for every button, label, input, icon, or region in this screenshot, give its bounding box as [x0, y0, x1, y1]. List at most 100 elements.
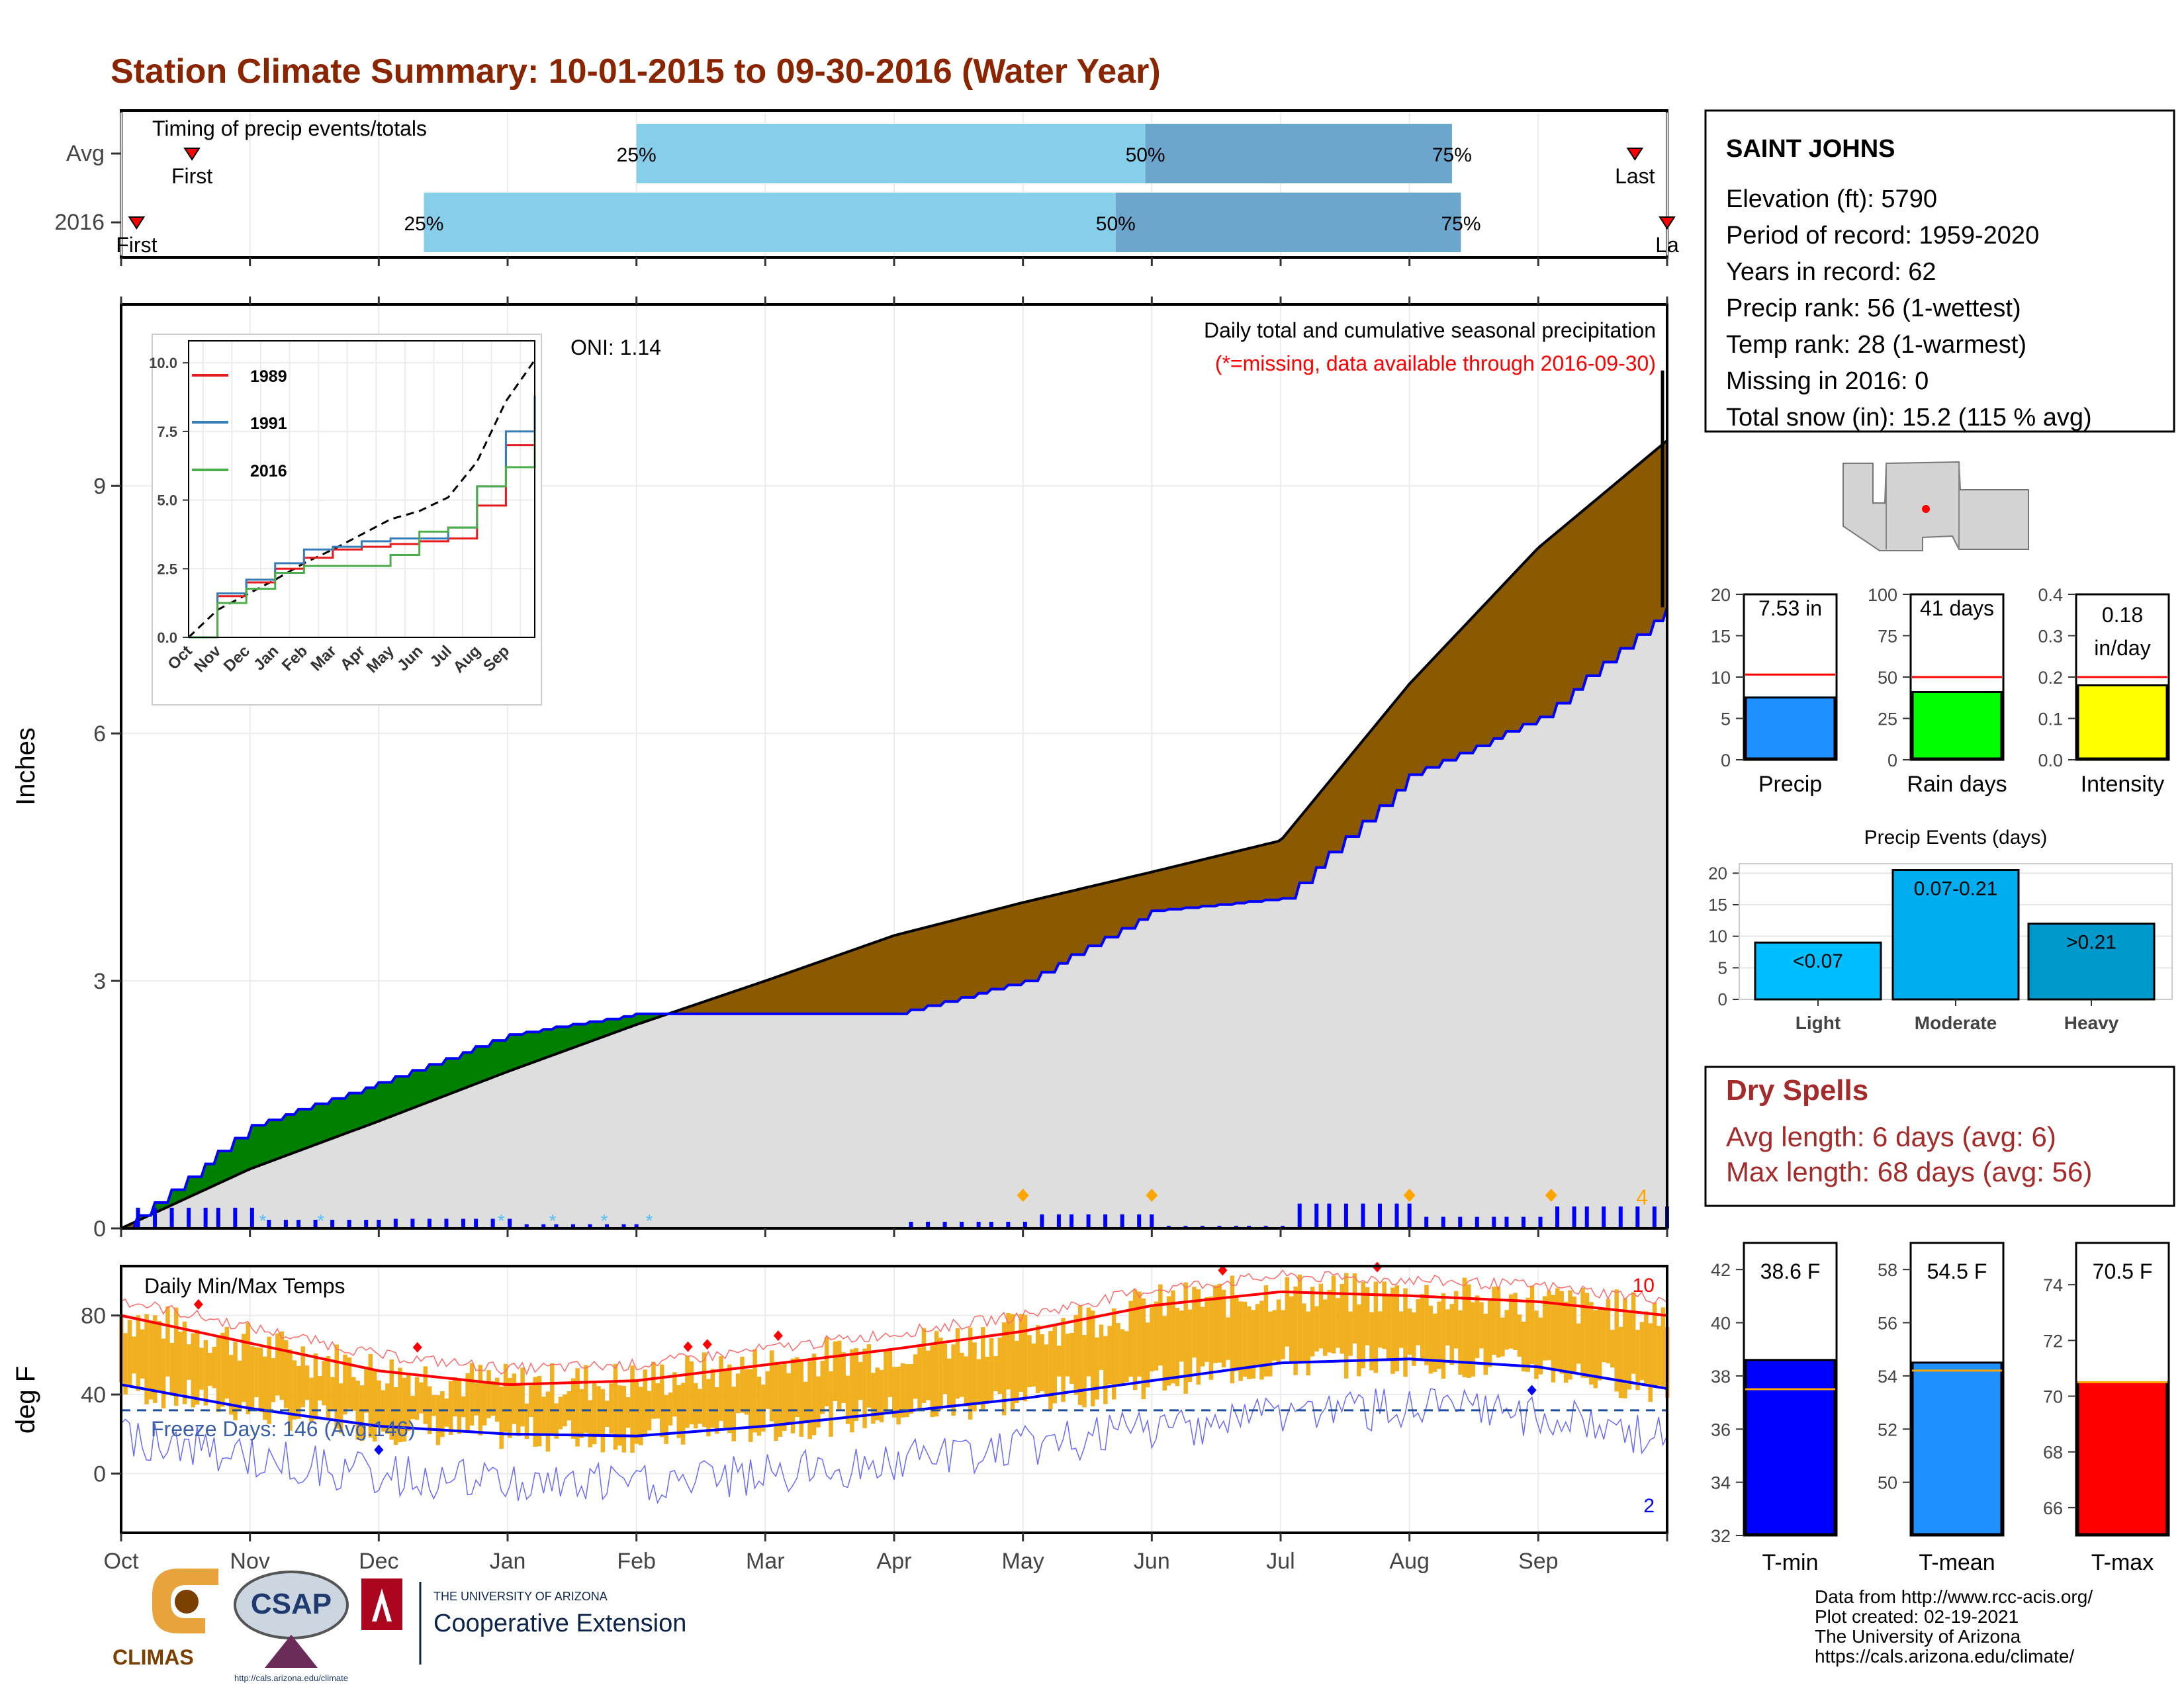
- daily-temp-bar: [1424, 1285, 1429, 1365]
- inset-line-2016: [189, 430, 536, 639]
- below-average-area: [666, 440, 1667, 1015]
- events-y-tick-label: 15: [1708, 895, 1727, 915]
- daily-temp-bar: [1403, 1288, 1408, 1377]
- daily-precip-bar: [1584, 1206, 1589, 1228]
- daily-temp-bar: [837, 1340, 842, 1410]
- daily-temp-bar: [866, 1344, 872, 1408]
- daily-temp-bar: [1529, 1285, 1535, 1364]
- daily-precip-bar: [136, 1207, 140, 1228]
- daily-temp-bar: [1208, 1297, 1214, 1380]
- daily-precip-bar: [410, 1218, 415, 1228]
- daily-temp-bar: [1602, 1310, 1606, 1363]
- daily-temp-bar: [1221, 1289, 1226, 1368]
- record-max-line: [120, 1269, 1668, 1376]
- dry-spells-frame: [1704, 1066, 2175, 1207]
- temp-x-axis: Oct Nov Dec Jan Feb Mar Apr May Jun Jul Aug Sep: [104, 1533, 1668, 1574]
- daily-temp-bar: [1492, 1286, 1496, 1355]
- daily-temp-bar: [592, 1383, 597, 1445]
- daily-temp-bar: [444, 1398, 449, 1427]
- daily-temp-bar: [263, 1356, 267, 1420]
- daily-temp-bar: [512, 1373, 517, 1424]
- daily-temp-bar: [584, 1365, 588, 1433]
- daily-temp-bar: [875, 1367, 880, 1421]
- precip-panel: * * * * * * 0 3 6 9 Inches ONI: 1.14 Daily total…: [11, 297, 1669, 1242]
- temp-bottom-count: 2: [1643, 1495, 1655, 1517]
- events-bar-label: 0.07-0.21: [1914, 878, 1998, 900]
- inset-frame: [188, 340, 535, 638]
- daily-temp-bar: [165, 1306, 170, 1377]
- temp-gauge-bar: [1745, 1359, 1836, 1535]
- temp-gauge-y-tick-label: 42: [1711, 1260, 1731, 1280]
- month-label: Jan: [490, 1549, 526, 1574]
- daily-temp-bar: [1247, 1306, 1251, 1379]
- daily-temp-bar: [554, 1403, 559, 1439]
- daily-temp-bar: [735, 1373, 741, 1414]
- daily-temp-bar: [359, 1385, 365, 1441]
- daily-temp-bar: [1657, 1326, 1661, 1386]
- daily-precip-bar: [926, 1222, 931, 1228]
- daily-precip-bar: [203, 1207, 208, 1228]
- daily-temp-bar: [368, 1353, 373, 1438]
- daily-temp-bar: [410, 1395, 415, 1420]
- events-bar-label: <0.07: [1793, 950, 1843, 972]
- gauge-y-tick-label: 0.2: [2038, 668, 2063, 688]
- daily-temp-bar: [123, 1333, 128, 1395]
- daily-temp-bar: [385, 1383, 390, 1434]
- daily-temp-bar: [334, 1344, 340, 1429]
- daily-precip-bar: [1377, 1203, 1382, 1228]
- daily-temp-bar: [343, 1354, 347, 1415]
- daily-temp-bar: [246, 1322, 250, 1414]
- events-category-label: Moderate: [1915, 1013, 1997, 1033]
- daily-temp-bar: [1099, 1324, 1104, 1370]
- daily-temp-bar: [841, 1352, 846, 1403]
- footer-line-1: Data from http://www.rcc-acis.org/: [1815, 1586, 2093, 1607]
- daily-temp-bar: [1504, 1310, 1509, 1350]
- daily-precip-bar: [1504, 1216, 1509, 1228]
- daily-temp-bar: [698, 1389, 702, 1424]
- first-event-marker: [128, 216, 146, 230]
- daily-temp-bar: [1534, 1310, 1539, 1379]
- daily-temp-bar: [304, 1365, 310, 1400]
- ua-a-glyph: [372, 1588, 392, 1622]
- gauge-y-tick-label: 15: [1711, 627, 1731, 647]
- daily-temp-bar: [508, 1378, 512, 1438]
- daily-temp-bar: [1331, 1275, 1336, 1353]
- climas-mark: [152, 1569, 218, 1633]
- climas-logo: CLIMAS: [113, 1569, 218, 1669]
- daily-temp-bar: [1589, 1302, 1594, 1385]
- daily-precip-bar: [634, 1224, 639, 1228]
- daily-temp-bar: [630, 1365, 635, 1453]
- gauge-value-label: 41 days: [1920, 596, 1994, 620]
- daily-temp-bar: [955, 1328, 960, 1399]
- daily-temp-bar: [799, 1361, 804, 1437]
- daily-precip-bar: [1492, 1216, 1496, 1228]
- daily-temp-bar: [1259, 1301, 1264, 1380]
- daily-temp-bar: [1120, 1329, 1125, 1385]
- daily-temp-bar: [1563, 1301, 1569, 1383]
- daily-precip-bar: [1572, 1206, 1576, 1228]
- daily-precip-bar: [1314, 1203, 1319, 1228]
- gauge-bar: [2077, 684, 2168, 760]
- daily-temp-bar: [1044, 1344, 1049, 1397]
- daily-temp-bar: [1416, 1299, 1420, 1346]
- precip-corner-count: 4: [1636, 1185, 1648, 1209]
- daily-temp-bar: [1242, 1301, 1248, 1377]
- events-y-tick-label: 0: [1718, 989, 1727, 1009]
- daily-temp-bar: [1069, 1332, 1074, 1384]
- daily-temp-bar: [1661, 1307, 1666, 1387]
- temp-gauge-value-label: 70.5 F: [2093, 1259, 2153, 1283]
- daily-temp-bar: [1019, 1314, 1023, 1393]
- month-label: Sep: [1518, 1549, 1559, 1574]
- daily-precip-bar: [1407, 1203, 1412, 1228]
- snow-marker: *: [646, 1211, 653, 1231]
- daily-temp-bar: [1394, 1285, 1400, 1372]
- daily-temp-bar: [148, 1322, 154, 1400]
- daily-temp-bar: [435, 1395, 441, 1445]
- daily-precip-bar: [153, 1207, 158, 1228]
- daily-temp-bar: [169, 1342, 175, 1396]
- daily-precip-bar: [570, 1224, 575, 1228]
- daily-precip-bar: [187, 1207, 191, 1228]
- daily-temp-bar: [829, 1371, 833, 1437]
- daily-temp-bar: [478, 1365, 483, 1436]
- daily-temp-bar: [1467, 1284, 1471, 1378]
